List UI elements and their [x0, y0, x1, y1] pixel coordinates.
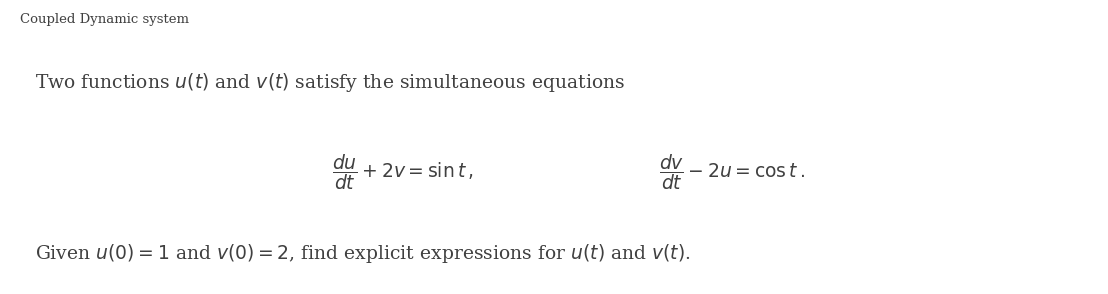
- Text: $\dfrac{dv}{dt} - 2u = \cos t\,.$: $\dfrac{dv}{dt} - 2u = \cos t\,.$: [659, 152, 806, 192]
- Text: Given $u(0) = 1$ and $v(0) = 2$, find explicit expressions for $u(t)$ and $v(t)$: Given $u(0) = 1$ and $v(0) = 2$, find ex…: [35, 242, 691, 265]
- Text: Two functions $u(t)$ and $v(t)$ satisfy the simultaneous equations: Two functions $u(t)$ and $v(t)$ satisfy …: [35, 71, 626, 93]
- Text: Coupled Dynamic system: Coupled Dynamic system: [20, 13, 189, 26]
- Text: $\dfrac{du}{dt} + 2v = \sin t\,,$: $\dfrac{du}{dt} + 2v = \sin t\,,$: [332, 152, 474, 192]
